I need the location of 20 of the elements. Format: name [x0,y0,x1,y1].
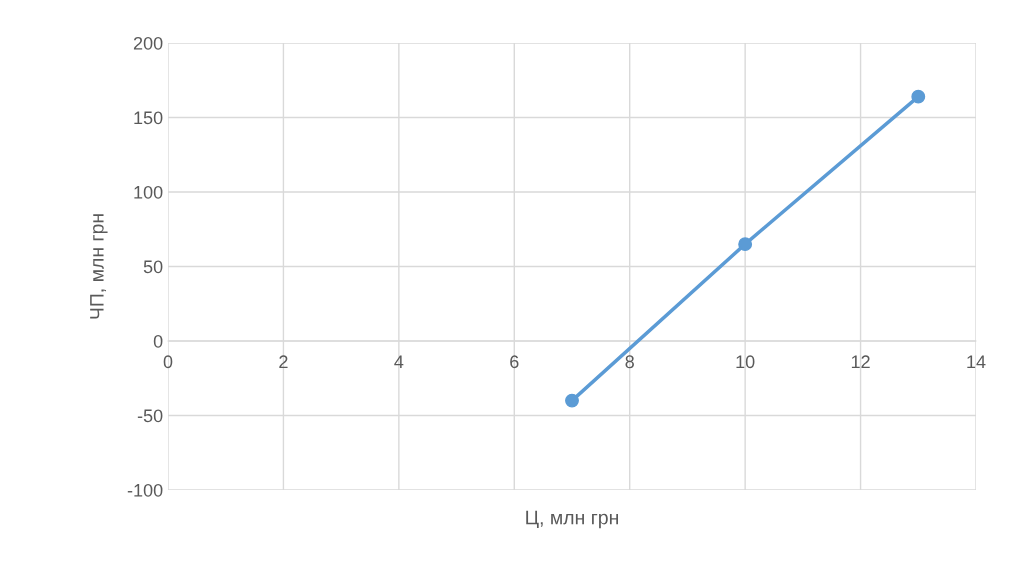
y-tick-label: -100 [127,483,163,497]
x-tick-label: 8 [625,355,634,369]
x-tick-label: 2 [279,355,288,368]
x-tick-label: 0 [163,355,173,369]
y-tick-label: 150 [134,111,163,125]
point [911,89,926,104]
y-tick-label: 0 [153,334,163,348]
x-tick-label: 4 [394,355,404,368]
y-tick-label: 200 [133,36,163,50]
x-axis-title: Ц, млн грн [526,510,618,529]
y-tick-label: -50 [137,409,163,423]
y-tick-label: 100 [134,185,163,199]
point [565,393,579,408]
point [738,237,753,252]
x-tick-label: 14 [967,355,986,368]
x-tick-label: 6 [510,355,519,369]
x-tick-label: 12 [851,355,870,368]
y-axis-title: ЧП, млн грн [90,214,108,319]
x-tick-label: 10 [736,355,755,369]
y-tick-label: 50 [143,260,163,274]
